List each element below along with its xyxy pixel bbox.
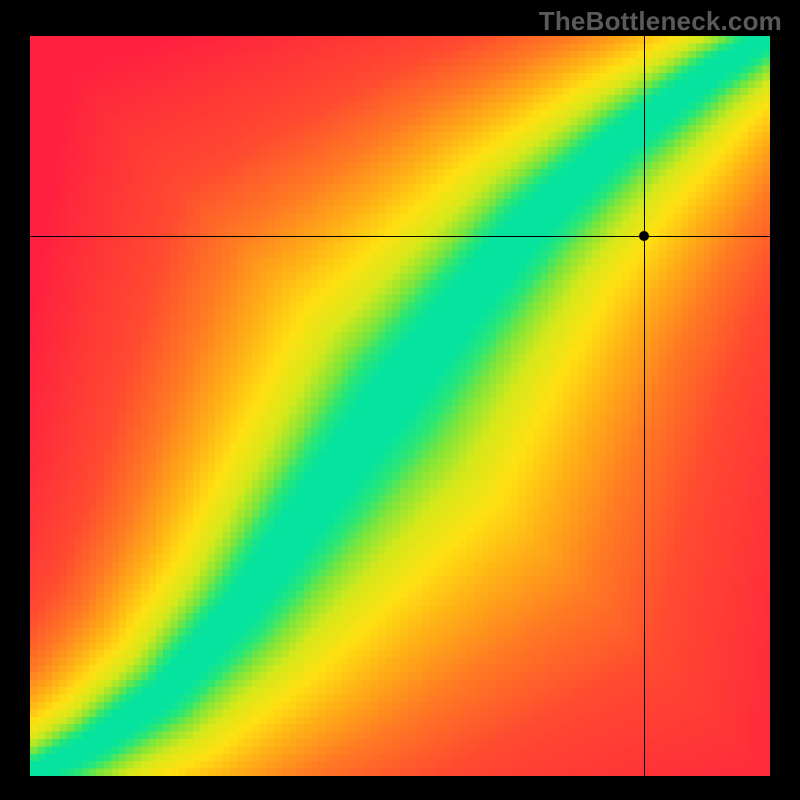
crosshair-vertical: [644, 36, 645, 776]
heatmap-plot: [30, 36, 770, 776]
crosshair-dot: [639, 231, 649, 241]
heatmap-canvas: [30, 36, 770, 776]
watermark: TheBottleneck.com: [539, 6, 782, 37]
crosshair-horizontal: [30, 236, 770, 237]
